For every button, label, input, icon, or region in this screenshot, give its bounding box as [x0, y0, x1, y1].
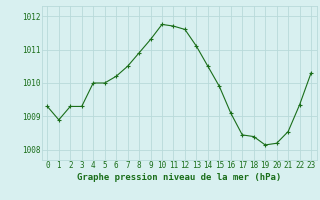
X-axis label: Graphe pression niveau de la mer (hPa): Graphe pression niveau de la mer (hPa) [77, 173, 281, 182]
